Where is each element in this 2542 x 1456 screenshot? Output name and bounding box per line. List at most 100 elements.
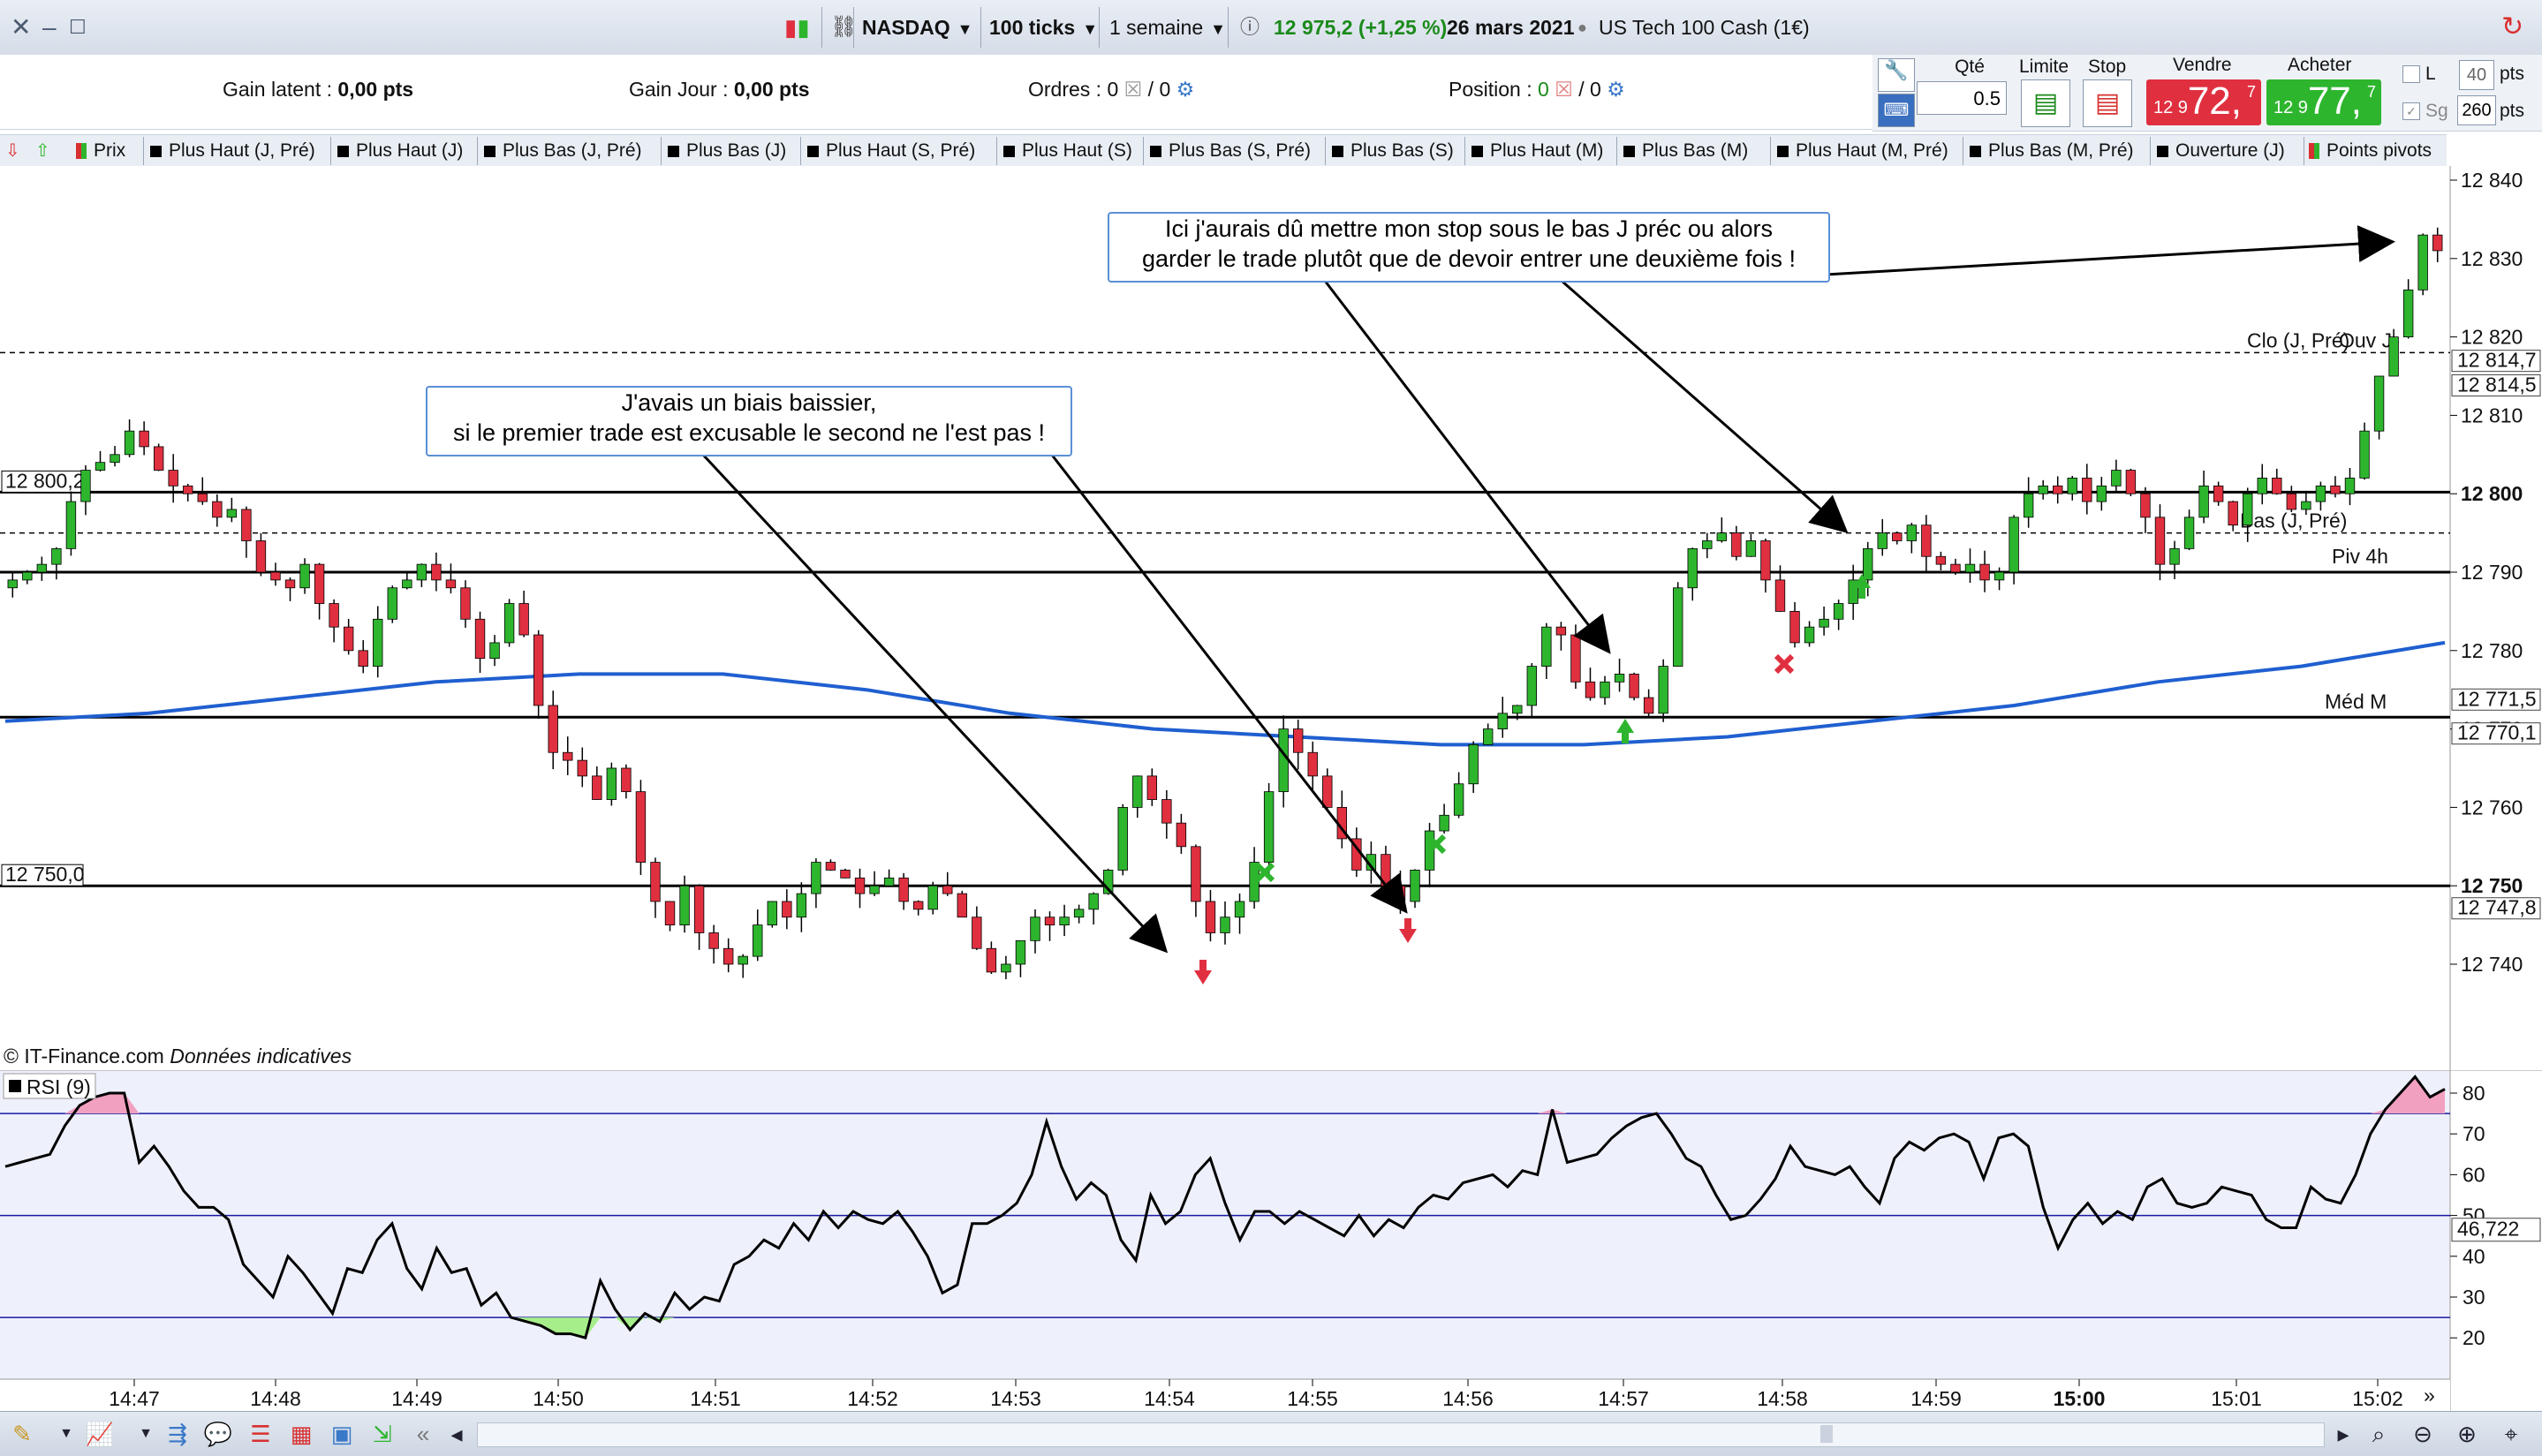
link-icon[interactable]: ⛓ — [830, 15, 858, 39]
zoom-in-icon[interactable]: ⊕ — [2457, 1421, 2477, 1447]
zoom-fit-icon[interactable]: ⌕ — [2372, 1421, 2386, 1447]
candle — [2023, 477, 2034, 528]
rsi-tick-label: 60 — [2463, 1163, 2485, 1186]
maximize-icon[interactable]: ☐ — [69, 16, 87, 38]
candle — [314, 562, 325, 620]
sg-checkbox[interactable]: ✓ — [2402, 102, 2420, 120]
time-scroll-icon[interactable]: » — [2424, 1384, 2435, 1407]
scroll-down-icon[interactable]: ⇩ — [5, 141, 20, 161]
tab-prix[interactable]: Prix — [76, 137, 125, 165]
candle — [1497, 697, 1508, 738]
wrench-icon[interactable]: 🔧 — [1878, 58, 1915, 92]
tab-plus-bas-s[interactable]: Plus Bas (S) — [1332, 137, 1454, 165]
scroll-right-icon[interactable]: ▸ — [2337, 1421, 2349, 1447]
indicator-dropdown-icon[interactable]: ▼ — [139, 1426, 153, 1441]
tab-points-pivots[interactable]: Points pivots — [2309, 137, 2432, 165]
candle — [869, 871, 880, 896]
tab-plus-bas-j-pre[interactable]: Plus Bas (J, Pré) — [484, 137, 642, 165]
position-close-icon[interactable]: ☒ — [1555, 78, 1573, 101]
l-input[interactable]: 40 — [2459, 60, 2494, 90]
tab-plus-haut-j[interactable]: Plus Haut (J) — [337, 137, 463, 165]
refresh-icon[interactable]: ↻ — [2501, 12, 2524, 41]
tab-plus-haut-s[interactable]: Plus Haut (S) — [1003, 137, 1132, 165]
status-dot-icon: ● — [1577, 19, 1587, 36]
price-chart[interactable]: Clo (J, Pré)Ouv J Bas (J, Pré) Piv 4h Méd M… — [0, 166, 2542, 1070]
tab-plus-haut-m[interactable]: Plus Haut (M) — [1471, 137, 1603, 165]
candle — [1059, 904, 1070, 937]
candle — [1191, 844, 1201, 917]
qty-label: Qté — [1955, 57, 1985, 77]
price-tag-label: 12 770,1 — [2457, 721, 2537, 744]
list-icon[interactable]: ☰ — [250, 1421, 271, 1447]
period-dropdown[interactable]: 1 semaine ▼ — [1109, 16, 1226, 39]
instrument-dropdown[interactable]: NASDAQ ▼ — [862, 16, 973, 39]
tab-plus-bas-j[interactable]: Plus Bas (J) — [668, 137, 786, 165]
limit-checkbox[interactable] — [2402, 65, 2420, 83]
candle — [1600, 675, 1610, 705]
limit-order-icon[interactable]: ▤ — [2021, 79, 2070, 127]
candle — [942, 871, 953, 896]
drawing-dropdown-icon[interactable]: ▼ — [59, 1426, 73, 1441]
indicator-icon[interactable]: 📈 — [85, 1421, 115, 1447]
position-summary[interactable]: Position : 0 ☒ / 0 ⚙ — [1449, 78, 1625, 102]
zoom-out-icon[interactable]: ⊖ — [2413, 1421, 2432, 1447]
candle — [898, 872, 909, 910]
sell-button[interactable]: 12 9 72, 7 — [2146, 79, 2261, 125]
orders-cancel-icon[interactable]: ☒ — [1123, 78, 1143, 101]
tab-label: Prix — [94, 140, 126, 161]
candle — [635, 780, 647, 875]
share-icon[interactable]: ⇶ — [168, 1421, 187, 1447]
export-icon[interactable]: ⇲ — [373, 1421, 392, 1447]
chart-type-icon[interactable]: ▮▮ — [784, 14, 810, 41]
candle — [723, 938, 734, 973]
grid-icon[interactable]: ▦ — [290, 1421, 313, 1447]
keyboard-icon[interactable]: ⌨ — [1878, 94, 1915, 127]
tab-plus-bas-m-pre[interactable]: Plus Bas (M, Pré) — [1970, 137, 2134, 165]
scrollbar-thumb[interactable] — [1820, 1425, 1833, 1443]
pencil-icon[interactable]: ✎ — [12, 1421, 32, 1447]
info-icon[interactable]: ⓘ — [1240, 16, 1260, 38]
candle — [533, 630, 544, 719]
candle — [183, 483, 193, 502]
candle — [1658, 659, 1668, 722]
candle — [1731, 525, 1742, 561]
tab-plus-haut-m-pre[interactable]: Plus Haut (M, Pré) — [1777, 137, 1948, 165]
candle — [1629, 672, 1639, 701]
orders-gear-icon[interactable]: ⚙ — [1176, 78, 1195, 101]
candle — [284, 577, 296, 601]
candle — [2301, 493, 2311, 515]
orders-summary[interactable]: Ordres : 0 ☒ / 0 ⚙ — [1028, 78, 1194, 102]
account-info-row: Gain latent : 0,00 pts Gain Jour : 0,00 … — [0, 55, 1872, 130]
tab-plus-haut-s-pre[interactable]: Plus Haut (S, Pré) — [807, 137, 975, 165]
tab-plus-haut-j-pre[interactable]: Plus Haut (J, Pré) — [150, 137, 315, 165]
candle — [2125, 468, 2137, 496]
qty-input[interactable]: 0.5 — [1917, 81, 2007, 115]
candle — [1541, 622, 1552, 680]
position-gear-icon[interactable]: ⚙ — [1607, 78, 1625, 101]
tab-plus-bas-s-pre[interactable]: Plus Bas (S, Pré) — [1150, 137, 1311, 165]
chat-icon[interactable]: 💬 — [203, 1421, 233, 1447]
stop-order-icon[interactable]: ▤ — [2083, 79, 2132, 127]
price-tag — [2451, 688, 2541, 711]
period-label: 1 semaine — [1109, 16, 1204, 39]
ticks-dropdown[interactable]: 100 ticks ▼ — [989, 16, 1099, 39]
level-box-12800 — [1, 470, 84, 493]
scroll-up-icon[interactable]: ⇧ — [35, 141, 50, 161]
close-icon[interactable]: ✕ — [11, 13, 32, 41]
sg-input[interactable]: 260 — [2457, 95, 2496, 125]
horizontal-scrollbar[interactable] — [477, 1422, 2325, 1447]
collapse-left-icon[interactable]: « — [416, 1421, 430, 1447]
minimize-icon[interactable]: – — [42, 13, 57, 41]
candle — [1234, 894, 1245, 934]
scroll-left-icon[interactable]: ◂ — [450, 1421, 463, 1447]
candle — [2243, 487, 2253, 542]
window-icon[interactable]: ▣ — [330, 1421, 353, 1447]
crosshair-icon[interactable]: ⌖ — [2504, 1421, 2518, 1447]
gain-latent-value: 0,00 pts — [337, 78, 414, 101]
tab-plus-bas-m[interactable]: Plus Bas (M) — [1623, 137, 1748, 165]
candle — [1921, 515, 1932, 574]
candle — [358, 640, 368, 674]
tab-ouverture-j[interactable]: Ouverture (J) — [2157, 137, 2285, 165]
buy-button[interactable]: 12 9 77, 7 — [2266, 79, 2381, 125]
